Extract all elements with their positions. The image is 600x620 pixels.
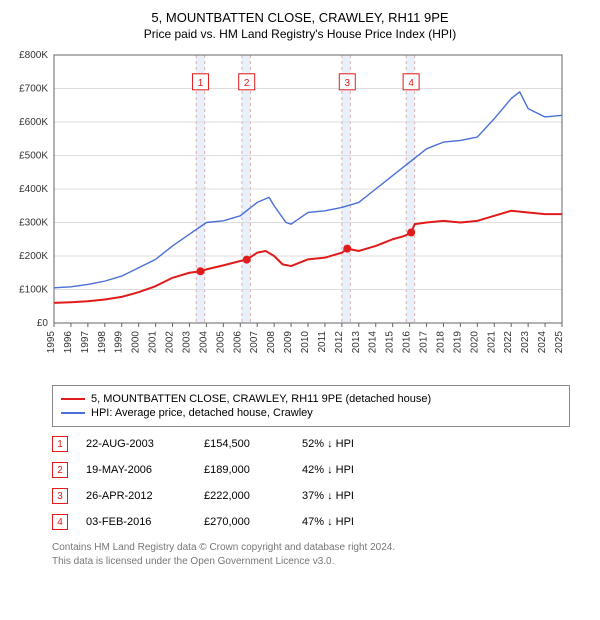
svg-text:2022: 2022 xyxy=(503,331,514,354)
sale-marker: 1 xyxy=(52,436,68,452)
svg-text:2012: 2012 xyxy=(334,331,345,354)
svg-text:2006: 2006 xyxy=(232,331,243,354)
svg-text:£800K: £800K xyxy=(19,50,48,61)
legend-swatch xyxy=(61,412,85,414)
svg-text:1998: 1998 xyxy=(97,331,108,354)
svg-text:2003: 2003 xyxy=(181,331,192,354)
svg-text:2016: 2016 xyxy=(402,331,413,354)
svg-text:4: 4 xyxy=(408,78,414,89)
legend-label: HPI: Average price, detached house, Craw… xyxy=(91,407,313,419)
sales-table: 1 22-AUG-2003 £154,500 52% ↓ HPI 2 19-MAY-200… xyxy=(52,431,570,535)
legend-label: 5, MOUNTBATTEN CLOSE, CRAWLEY, RH11 9PE … xyxy=(91,393,431,405)
sale-price: £189,000 xyxy=(204,464,284,476)
sale-date: 26-APR-2012 xyxy=(86,490,186,502)
sale-marker: 2 xyxy=(52,462,68,478)
legend-row: HPI: Average price, detached house, Craw… xyxy=(61,406,561,420)
footer-line: This data is licensed under the Open Gov… xyxy=(52,555,570,569)
svg-text:£500K: £500K xyxy=(19,151,48,162)
chart-title: 5, MOUNTBATTEN CLOSE, CRAWLEY, RH11 9PE xyxy=(10,10,590,25)
svg-text:2001: 2001 xyxy=(148,331,159,354)
svg-text:2013: 2013 xyxy=(351,331,362,354)
svg-text:2009: 2009 xyxy=(283,331,294,354)
svg-text:2007: 2007 xyxy=(249,331,260,354)
svg-text:2019: 2019 xyxy=(452,331,463,354)
svg-text:2021: 2021 xyxy=(486,331,497,354)
svg-text:2000: 2000 xyxy=(131,331,142,354)
svg-text:2024: 2024 xyxy=(537,331,548,354)
legend-row: 5, MOUNTBATTEN CLOSE, CRAWLEY, RH11 9PE … xyxy=(61,392,561,406)
svg-text:£700K: £700K xyxy=(19,84,48,95)
svg-text:2015: 2015 xyxy=(385,331,396,354)
footer-line: Contains HM Land Registry data © Crown c… xyxy=(52,541,570,555)
chart-subtitle: Price paid vs. HM Land Registry's House … xyxy=(10,27,590,41)
chart-area: £0 £100K £200K £300K £400K £500K £600K £700K £80… xyxy=(10,49,590,379)
svg-text:2002: 2002 xyxy=(165,331,176,354)
sale-delta: 52% ↓ HPI xyxy=(302,438,382,450)
sale-delta: 37% ↓ HPI xyxy=(302,490,382,502)
sale-delta: 42% ↓ HPI xyxy=(302,464,382,476)
svg-text:1999: 1999 xyxy=(114,331,125,354)
svg-text:2018: 2018 xyxy=(435,331,446,354)
svg-text:3: 3 xyxy=(345,78,351,89)
sale-price: £222,000 xyxy=(204,490,284,502)
svg-text:2011: 2011 xyxy=(317,331,328,353)
svg-text:2020: 2020 xyxy=(469,331,480,354)
sale-delta: 47% ↓ HPI xyxy=(302,516,382,528)
sales-row: 1 22-AUG-2003 £154,500 52% ↓ HPI xyxy=(52,431,570,457)
sale-price: £270,000 xyxy=(204,516,284,528)
svg-text:2008: 2008 xyxy=(266,331,277,354)
svg-text:1997: 1997 xyxy=(80,331,91,354)
svg-text:£300K: £300K xyxy=(19,218,48,229)
svg-text:1: 1 xyxy=(198,78,204,89)
svg-text:2010: 2010 xyxy=(300,331,311,354)
svg-text:£400K: £400K xyxy=(19,184,48,195)
sale-marker: 3 xyxy=(52,488,68,504)
sales-row: 2 19-MAY-2006 £189,000 42% ↓ HPI xyxy=(52,457,570,483)
svg-text:£0: £0 xyxy=(37,318,49,329)
svg-text:£100K: £100K xyxy=(19,285,48,296)
sale-date: 22-AUG-2003 xyxy=(86,438,186,450)
sales-row: 4 03-FEB-2016 £270,000 47% ↓ HPI xyxy=(52,509,570,535)
chart-container: 5, MOUNTBATTEN CLOSE, CRAWLEY, RH11 9PE … xyxy=(0,0,600,574)
svg-text:2023: 2023 xyxy=(520,331,531,354)
sale-marker: 4 xyxy=(52,514,68,530)
line-chart: £0 £100K £200K £300K £400K £500K £600K £700K £80… xyxy=(10,49,570,379)
svg-text:2014: 2014 xyxy=(368,331,379,354)
svg-text:2005: 2005 xyxy=(215,331,226,354)
svg-text:2: 2 xyxy=(244,78,250,89)
svg-text:2017: 2017 xyxy=(419,331,430,354)
sale-price: £154,500 xyxy=(204,438,284,450)
svg-text:£600K: £600K xyxy=(19,117,48,128)
legend-swatch xyxy=(61,398,85,400)
svg-text:2025: 2025 xyxy=(554,331,565,354)
svg-text:1996: 1996 xyxy=(63,331,74,354)
sale-date: 19-MAY-2006 xyxy=(86,464,186,476)
attribution-footer: Contains HM Land Registry data © Crown c… xyxy=(52,541,570,568)
svg-text:2004: 2004 xyxy=(198,331,209,354)
svg-text:£200K: £200K xyxy=(19,251,48,262)
sales-row: 3 26-APR-2012 £222,000 37% ↓ HPI xyxy=(52,483,570,509)
legend: 5, MOUNTBATTEN CLOSE, CRAWLEY, RH11 9PE … xyxy=(52,385,570,427)
sale-date: 03-FEB-2016 xyxy=(86,516,186,528)
svg-text:1995: 1995 xyxy=(46,331,57,354)
